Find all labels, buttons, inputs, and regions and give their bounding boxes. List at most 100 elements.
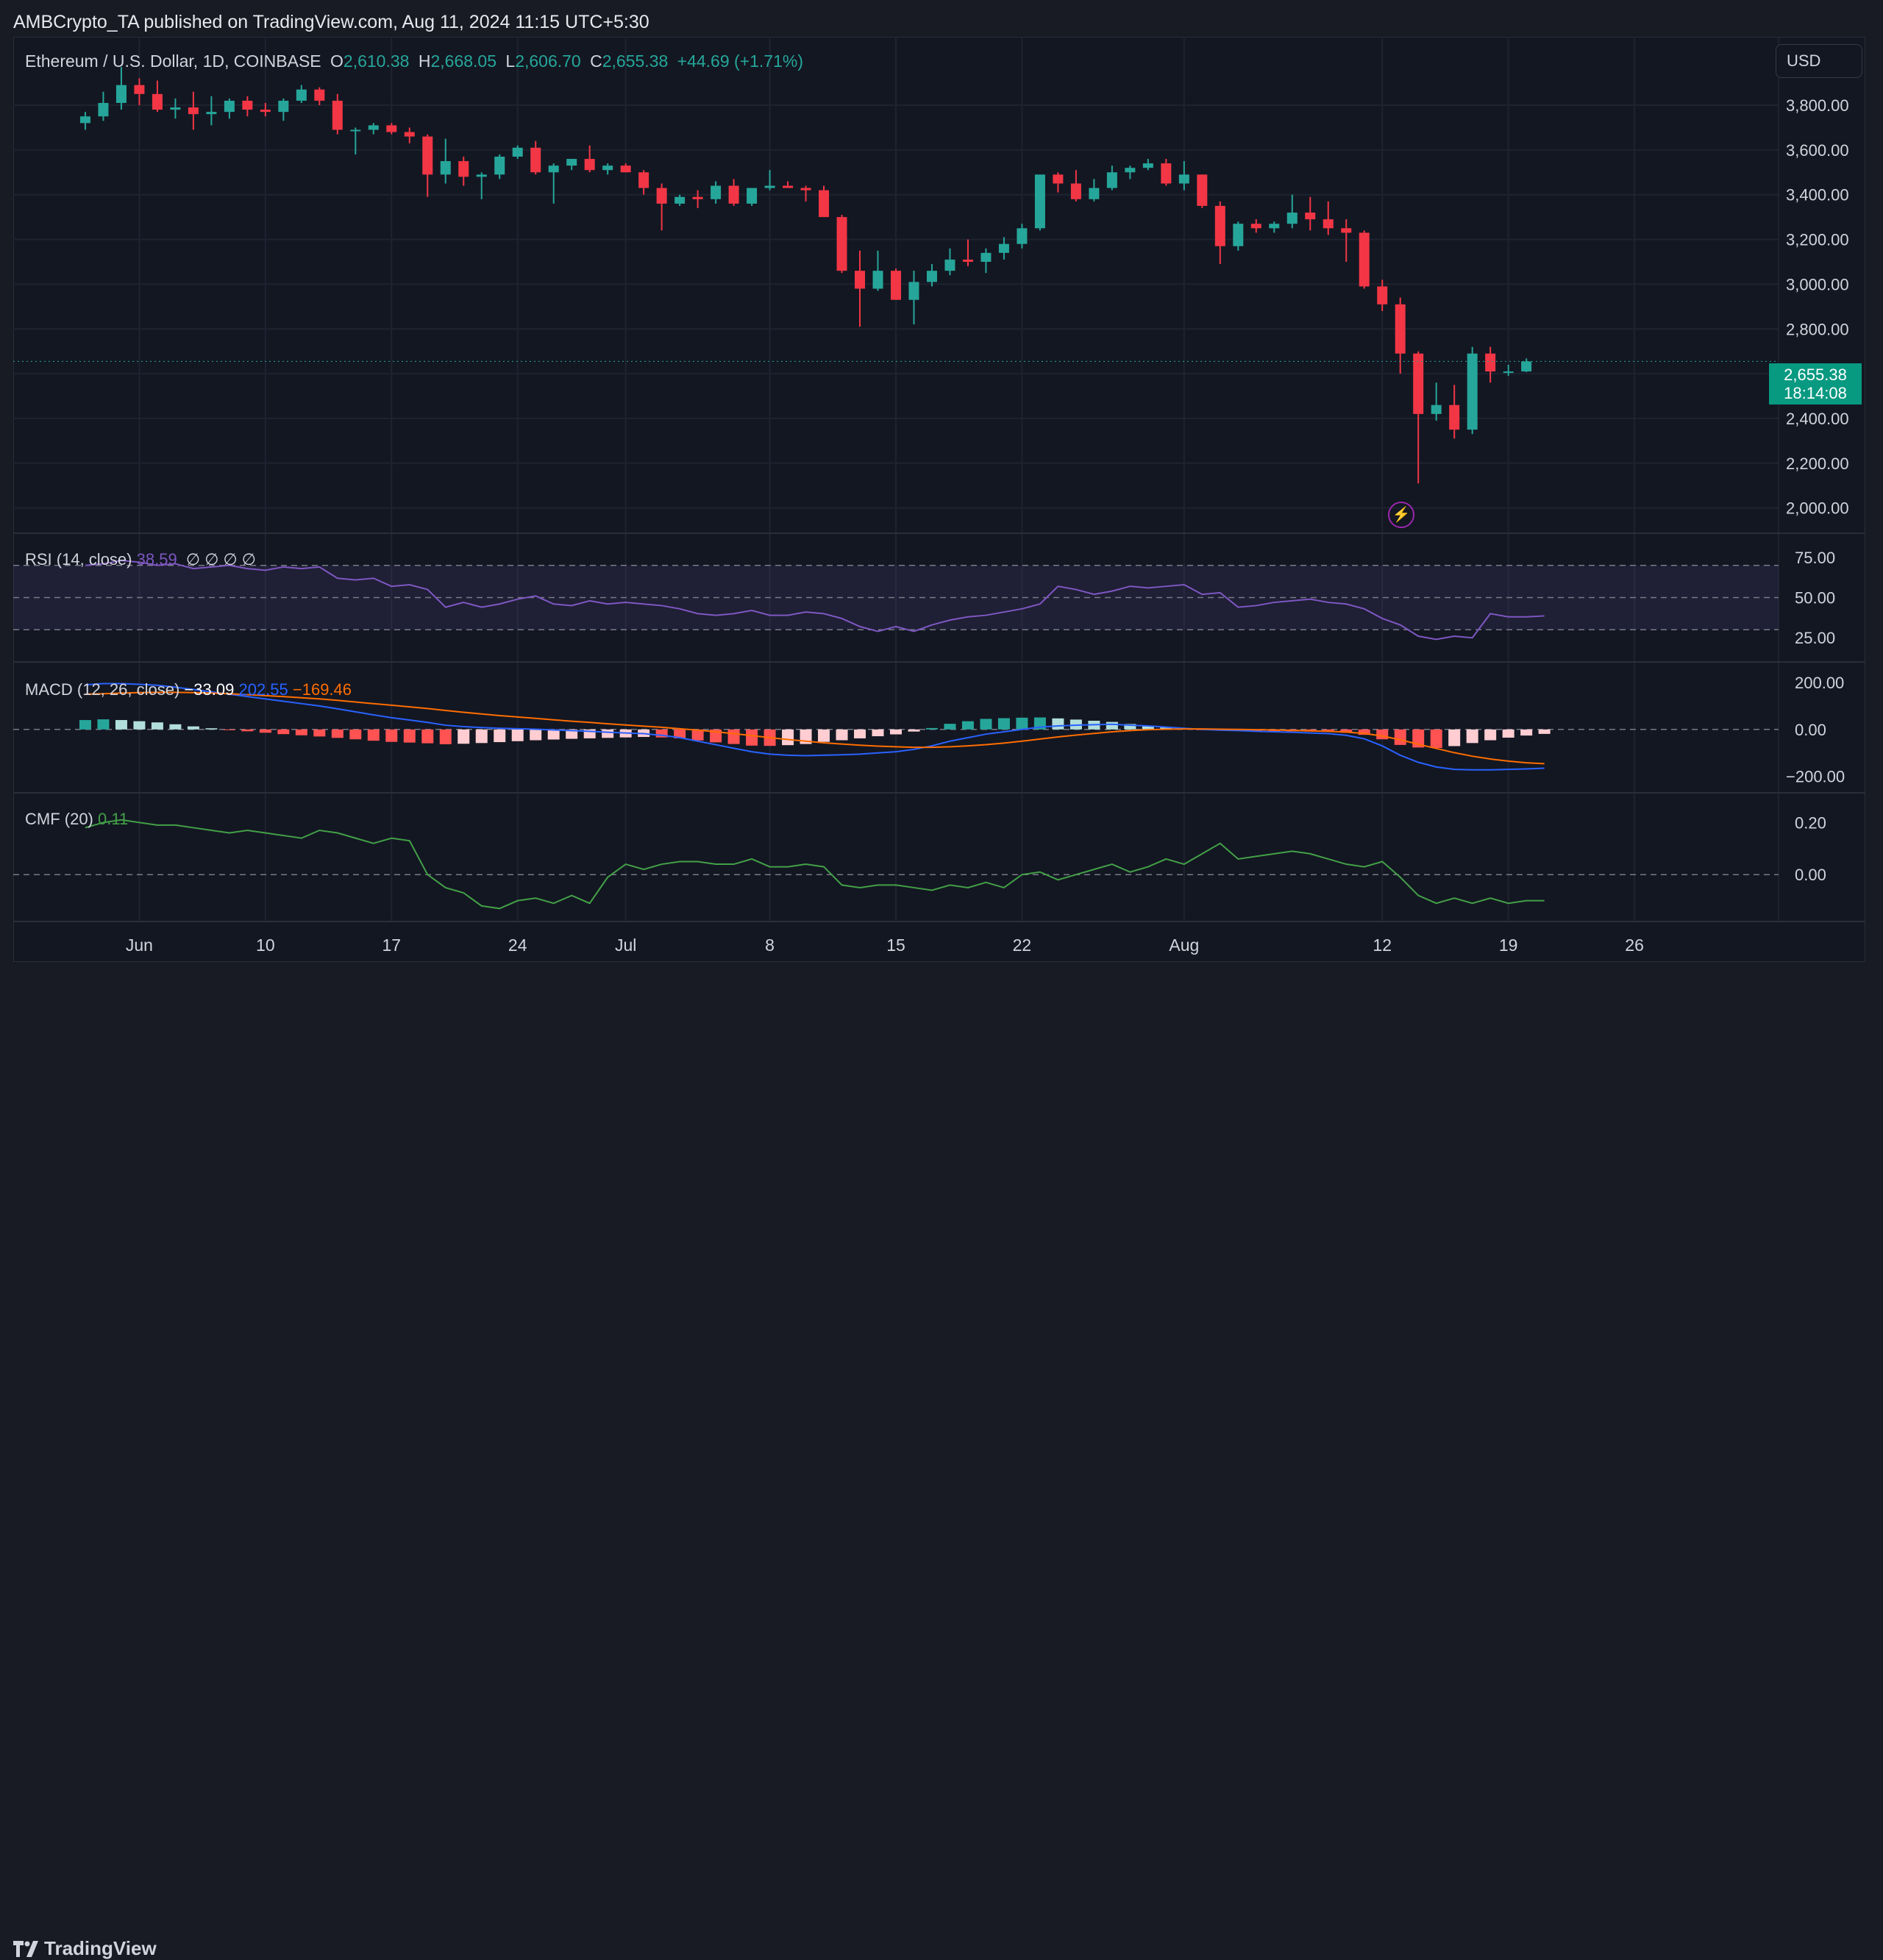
candle-body: [458, 161, 469, 177]
macd-histogram-bar: [1160, 727, 1172, 730]
macd-histogram-bar: [872, 729, 884, 737]
macd-histogram-bar: [1016, 717, 1028, 730]
candle-body: [620, 165, 631, 173]
time-axis[interactable]: Jun 10 17 24 Jul 8 15 22 Aug 12 19 26: [126, 936, 1644, 955]
candle-body: [98, 102, 109, 117]
cmf-label: CMF (20): [25, 810, 93, 828]
time-tick-label: Jul: [615, 936, 636, 955]
candle-body: [1125, 168, 1136, 173]
candle-body: [332, 100, 343, 130]
macd-histogram-bar: [331, 729, 344, 738]
candle-body: [170, 107, 181, 110]
symbol-legend: Ethereum / U.S. Dollar, 1D, COINBASE O2,…: [25, 51, 808, 71]
candle-body: [134, 85, 145, 94]
macd-histogram-bar: [241, 729, 254, 732]
rsi-value: 38.59: [136, 550, 177, 569]
candle-body: [152, 93, 163, 110]
candle-body: [476, 174, 487, 177]
price-tick-label: 3,600.00: [1786, 141, 1849, 160]
change-value: +44.69 (+1.71%): [677, 51, 803, 71]
rsi-label: RSI (14, close): [25, 550, 132, 569]
candle-body: [1431, 405, 1442, 414]
price-axis[interactable]: 3,800.00 3,600.00 3,400.00 3,200.00 3,000.00…: [1786, 96, 1849, 518]
macd-histogram-bar: [458, 729, 470, 744]
macd-histogram-bar: [530, 729, 542, 741]
macd-histogram-bar: [1358, 729, 1370, 735]
currency-button[interactable]: USD: [1776, 44, 1862, 78]
pane-separators: [13, 37, 1865, 922]
candle-body: [548, 165, 559, 173]
macd-histogram-bar: [925, 727, 938, 730]
macd-histogram-bar: [403, 729, 416, 743]
time-tick-label: 22: [1013, 936, 1032, 955]
candle-body: [1449, 405, 1460, 430]
candle-body: [836, 217, 847, 271]
candle-body: [638, 172, 649, 188]
macd-histogram-bar: [1340, 729, 1353, 733]
candle-body: [296, 89, 307, 101]
publisher-bar: AMBCrypto_TA published on TradingView.co…: [0, 0, 1883, 37]
candle-body: [350, 129, 361, 132]
macd-histogram-bar: [674, 729, 686, 738]
macd-histogram-bar: [1520, 729, 1533, 736]
macd-histogram-bar: [818, 729, 830, 742]
candle-body: [512, 147, 523, 157]
candle-body: [224, 100, 235, 113]
candle-body: [800, 188, 811, 190]
candle-body: [494, 156, 505, 175]
candle-body: [566, 159, 577, 166]
macd-histogram-bar: [1502, 729, 1514, 738]
signal-line: [85, 691, 1545, 765]
candle-body: [764, 185, 775, 188]
candle-body: [1377, 286, 1388, 304]
candle-body: [1485, 353, 1496, 372]
candle-body: [1341, 228, 1352, 233]
macd-histogram-bar: [1142, 725, 1154, 730]
lightning-icon[interactable]: ⚡: [1388, 502, 1414, 528]
candle-body: [1250, 224, 1261, 229]
candle-body: [1269, 224, 1280, 229]
macd-histogram-bar: [997, 718, 1010, 730]
macd-histogram-bar: [439, 729, 452, 744]
macd-line-value: 202.55: [238, 680, 288, 699]
macd-histogram-bar: [349, 729, 362, 740]
candle-body: [1521, 361, 1532, 372]
low-value: 2,606.70: [515, 51, 581, 71]
candle-body: [1305, 213, 1316, 220]
candle-body: [1233, 224, 1244, 246]
macd-histogram-bar: [115, 720, 127, 730]
macd-histogram-bar: [97, 719, 110, 730]
rsi-tick-label: 50.00: [1795, 589, 1835, 607]
cmf-pane[interactable]: 0.20 0.00: [13, 813, 1826, 910]
candle-body: [422, 136, 433, 175]
macd-histogram-bar: [980, 719, 992, 730]
candle-body: [783, 185, 794, 188]
macd-histogram-bar: [655, 729, 668, 738]
macd-histogram-bar: [511, 729, 524, 741]
candle-body: [872, 271, 883, 289]
macd-pane[interactable]: 200.00 0.00 −200.00: [13, 674, 1845, 786]
rsi-hidden-values: ∅ ∅ ∅ ∅: [181, 550, 256, 569]
candle-body: [728, 185, 739, 204]
time-tick-label: 10: [256, 936, 275, 955]
candle-body: [1089, 188, 1100, 199]
macd-histogram-bar: [1466, 729, 1478, 744]
macd-histogram-bar: [277, 729, 290, 735]
rsi-pane[interactable]: 75.00 50.00 25.00: [13, 549, 1835, 647]
footer-brand: TradingView: [44, 1937, 157, 1959]
candle-body: [1161, 163, 1172, 184]
price-tick-label: 2,800.00: [1786, 320, 1849, 338]
macd-histogram-bar: [1484, 729, 1497, 741]
macd-histogram-bar: [854, 729, 866, 738]
price-tick-label: 3,200.00: [1786, 231, 1849, 249]
tradingview-logo[interactable]: TradingView: [13, 1937, 157, 1960]
macd-histogram-bar: [133, 721, 146, 730]
rsi-band: [13, 565, 1779, 630]
trading-chart[interactable]: 3,800.00 3,600.00 3,400.00 3,200.00 3,000.00…: [13, 37, 1865, 962]
macd-histogram-bar: [782, 729, 794, 746]
price-pane[interactable]: [13, 67, 1779, 484]
candle-body: [530, 147, 541, 173]
macd-histogram-bar: [746, 729, 758, 746]
bar-countdown: 18:14:08: [1784, 384, 1847, 402]
macd-histogram-bar: [475, 729, 488, 744]
